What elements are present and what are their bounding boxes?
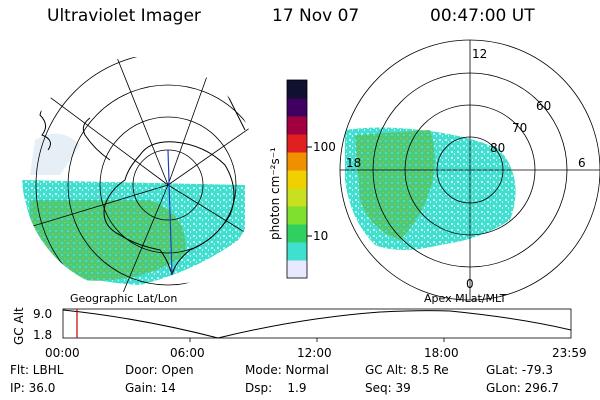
mlat-label-80: 80 <box>490 141 505 155</box>
alt-xtick-2359: 23:59 <box>552 346 587 360</box>
info-gain: Gain: 14 <box>125 381 176 395</box>
colorbar-tick-10: 10 <box>313 229 328 243</box>
colorbar-segment <box>287 242 307 261</box>
left-aurora-green <box>30 200 186 281</box>
mlt-label-6: 6 <box>578 156 586 170</box>
colorbar-segment <box>287 80 307 99</box>
magnetic-map: 12 18 6 0 60 70 80 Apex MLat/MLT <box>339 39 600 305</box>
mlat-label-70: 70 <box>512 121 527 135</box>
colorbar-segment <box>287 170 307 189</box>
alt-xtick-1800: 18:00 <box>424 346 459 360</box>
info-dsp: Dsp: 1.9 <box>245 381 307 395</box>
observation-time: 00:47:00 UT <box>430 6 535 26</box>
left-map-caption: Geographic Lat/Lon <box>70 292 177 305</box>
alt-xtick-1200: 12:00 <box>297 346 332 360</box>
mlat-label-60: 60 <box>536 99 551 113</box>
colorbar-segment <box>287 188 307 207</box>
colorbar-segment <box>287 206 307 225</box>
alt-xtick-0600: 06:00 <box>170 346 205 360</box>
info-glat: GLat: -79.3 <box>486 363 553 377</box>
mlt-label-18: 18 <box>346 156 361 170</box>
geographic-map: Geographic Lat/Lon <box>22 57 258 305</box>
info-door: Door: Open <box>125 363 194 377</box>
right-map-caption: Apex MLat/MLT <box>424 292 507 305</box>
colorbar-segment <box>287 260 307 279</box>
instrument-title: Ultraviolet Imager <box>47 6 201 26</box>
info-seq: Seq: 39 <box>365 381 411 395</box>
colorbar: 100 10 photon cm⁻²s⁻¹ <box>268 79 336 279</box>
alt-ytick-max: 9.0 <box>33 307 52 321</box>
observation-date: 17 Nov 07 <box>272 6 360 26</box>
info-mode: Mode: Normal <box>245 363 329 377</box>
colorbar-segment <box>287 98 307 117</box>
info-ip: IP: 36.0 <box>10 381 56 395</box>
colorbar-segment <box>287 224 307 243</box>
colorbar-segment <box>287 152 307 171</box>
info-filter: Flt: LBHL <box>10 363 64 377</box>
right-aurora-green <box>355 130 435 240</box>
colorbar-segment <box>287 134 307 153</box>
colorbar-segment <box>287 116 307 135</box>
colorbar-unit-label: photon cm⁻²s⁻¹ <box>268 147 282 240</box>
colorbar-tick-100: 100 <box>313 140 336 154</box>
altitude-curve <box>62 309 572 339</box>
mlt-label-12: 12 <box>472 47 487 61</box>
mlt-label-0: 0 <box>466 277 474 291</box>
alt-ytick-min: 1.8 <box>33 328 52 342</box>
info-glon: GLon: 296.7 <box>486 381 559 395</box>
alt-ylabel: GC Alt <box>12 307 26 345</box>
alt-xtick-0000: 00:00 <box>45 346 80 360</box>
info-gc-alt: GC Alt: 8.5 Re <box>365 363 449 377</box>
altitude-plot: 9.0 1.8 GC Alt 00:00 06:00 12:00 18:00 2… <box>12 307 587 360</box>
